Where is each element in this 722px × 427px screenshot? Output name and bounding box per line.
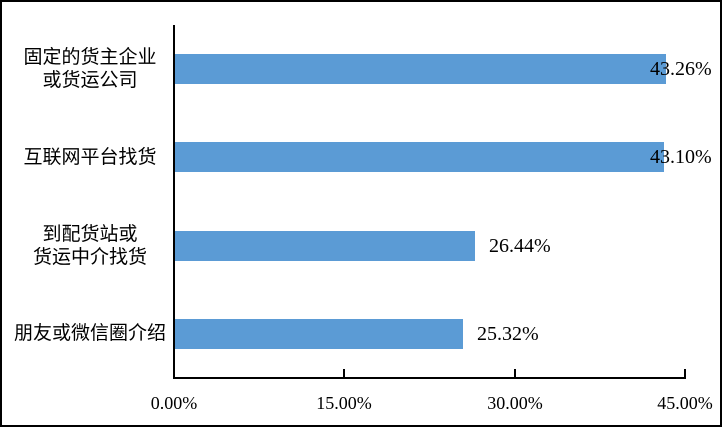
x-axis-tick-mark [684,369,686,377]
category-label-line: 固定的货主企业 [23,47,157,68]
bar [175,231,475,261]
x-axis-tick-label: 15.00% [316,393,372,413]
category-label: 朋友或微信圈介绍 [11,322,169,345]
x-axis-tick-mark [514,369,516,377]
category-label-line: 互联网平台找货 [23,147,157,168]
category-label-line: 货运中介找货 [32,247,147,268]
x-axis-line [173,377,686,379]
bar [175,54,666,84]
bar-value-label: 43.26% [650,58,712,80]
bar [175,142,664,172]
bar-value-label: 43.10% [650,146,712,168]
category-label: 固定的货主企业 或货运公司 [11,46,169,92]
bar [175,319,463,349]
y-axis-line [173,25,175,379]
x-axis-tick-label: 45.00% [657,393,713,413]
category-label-line: 到配货站或 [42,224,138,245]
bar-value-label: 26.44% [489,235,551,257]
category-label-line: 或货运公司 [42,70,138,91]
category-label-line: 朋友或微信圈介绍 [13,323,166,344]
category-label: 互联网平台找货 [11,146,169,169]
bar-value-label: 25.32% [477,323,539,345]
x-axis-tick-label: 30.00% [487,393,543,413]
x-axis-tick-label: 0.00% [150,393,198,413]
category-label: 到配货站或 货运中介找货 [11,223,169,269]
x-axis-tick-mark [343,369,345,377]
